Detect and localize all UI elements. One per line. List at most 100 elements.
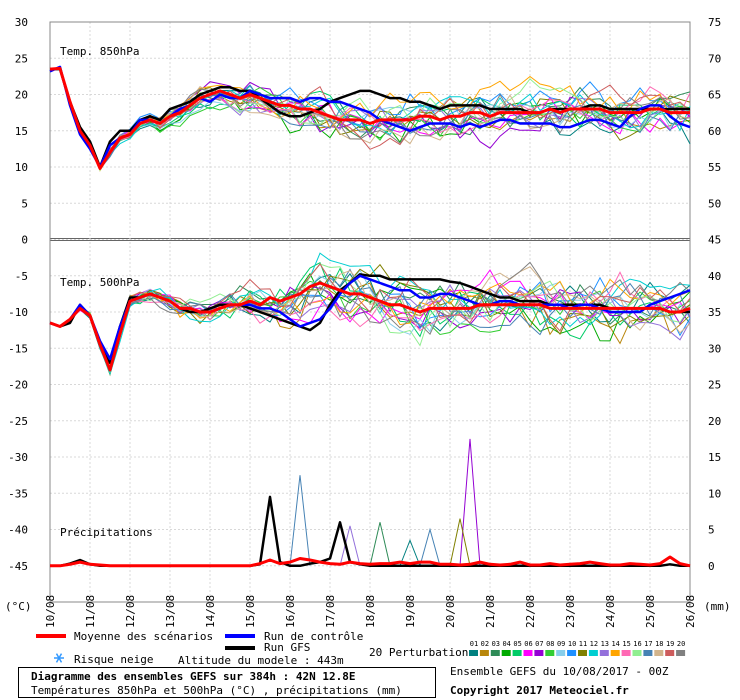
perturbation-number: 01	[470, 640, 478, 648]
x-tick-label: 26/08	[684, 595, 697, 628]
x-tick-label: 13/08	[164, 595, 177, 628]
y-tick-label-right: 20	[708, 415, 721, 428]
y-tick-label-right: 40	[708, 270, 721, 283]
perturbation-number: 11	[579, 640, 587, 648]
perturbation-swatch	[621, 650, 631, 656]
y-tick-label-left: -15	[8, 342, 28, 355]
y-tick-label-right: 50	[708, 197, 721, 210]
perturbation-number: 20	[677, 640, 685, 648]
y-right-unit: (mm)	[704, 600, 731, 613]
perturbation-swatch	[578, 650, 587, 656]
perturbation-number: 07	[535, 640, 543, 648]
perturbation-swatch	[588, 650, 598, 656]
series-line-precip_mm	[50, 555, 691, 568]
perturbation-swatch	[556, 650, 566, 656]
y-tick-label-right: 55	[708, 161, 721, 174]
y-tick-label-right: 70	[708, 52, 721, 65]
x-tick-label: 23/08	[564, 595, 577, 628]
x-tick-label: 10/08	[44, 595, 57, 628]
perturbation-line	[49, 67, 691, 172]
perturbation-swatch	[665, 650, 675, 656]
x-tick-label: 14/08	[204, 595, 217, 628]
y-left-unit: (°C)	[5, 600, 32, 613]
x-tick-label: 21/08	[484, 595, 497, 628]
perturbation-number: 14	[611, 640, 619, 648]
x-tick-label: 17/08	[324, 595, 337, 628]
y-tick-label-left: 25	[15, 52, 28, 65]
x-tick-label: 22/08	[524, 595, 537, 628]
perturbation-line	[49, 252, 691, 376]
perturbations-label: 20 Perturbations	[369, 646, 475, 659]
legend-label-control: Run de contrôle	[264, 630, 363, 643]
precip-spike	[449, 518, 471, 566]
perturbation-swatch	[479, 650, 489, 656]
perturbation-swatch	[512, 650, 522, 656]
perturbation-number: 02	[481, 640, 489, 648]
y-tick-label-left: 30	[15, 16, 28, 29]
perturbation-swatch	[545, 650, 555, 656]
y-tick-label-right: 5	[708, 524, 715, 537]
perturbation-swatch	[490, 650, 500, 656]
perturbation-swatch	[567, 650, 577, 656]
y-tick-label-right: 75	[708, 16, 721, 29]
perturbation-line	[49, 261, 691, 372]
precip-spike	[369, 522, 391, 566]
perturbation-number: 06	[524, 640, 532, 648]
perturbation-number: 18	[655, 640, 663, 648]
perturbation-swatch	[676, 650, 686, 656]
y-tick-label-right: 10	[708, 487, 721, 500]
series-line-500hPa	[49, 281, 691, 372]
legend-label-snow: Risque neige	[74, 653, 153, 666]
perturbation-swatch	[632, 650, 642, 656]
perturbation-number: 17	[644, 640, 652, 648]
y-tick-label-left: 5	[21, 197, 28, 210]
perturbation-number: 09	[557, 640, 565, 648]
y-tick-label-right: 65	[708, 89, 721, 102]
y-tick-label-left: 20	[15, 89, 28, 102]
x-tick-label: 25/08	[644, 595, 657, 628]
perturbation-number: 19	[666, 640, 674, 648]
perturbation-swatch	[469, 650, 478, 656]
perturbation-number: 12	[590, 640, 598, 648]
perturbation-number: 04	[502, 640, 510, 648]
perturbation-swatch	[534, 650, 544, 656]
footer-title: Diagramme des ensembles GEFS sur 384h : …	[31, 670, 356, 683]
panel-label-500: Temp. 500hPa	[60, 276, 139, 289]
panel-label-850: Temp. 850hPa	[60, 45, 139, 58]
precip-spike	[459, 438, 481, 566]
perturbation-number: 03	[492, 640, 500, 648]
y-tick-label-left: -40	[8, 524, 28, 537]
snowflake-icon	[54, 653, 64, 663]
copyright: Copyright 2017 Meteociel.fr	[450, 684, 629, 697]
y-tick-label-right: 25	[708, 379, 721, 392]
precip-spike	[289, 475, 311, 566]
x-tick-label: 24/08	[604, 595, 617, 628]
perturbation-swatch	[501, 650, 511, 656]
x-tick-label: 20/08	[444, 595, 457, 628]
perturbation-swatch	[654, 650, 664, 656]
legend-label-mean: Moyenne des scénarios	[74, 630, 213, 643]
perturbation-number: 05	[513, 640, 521, 648]
y-tick-label-left: -30	[8, 451, 28, 464]
y-tick-label-left: 0	[21, 234, 28, 247]
perturbation-number: 13	[601, 640, 609, 648]
perturbation-number: 16	[633, 640, 641, 648]
y-tick-label-right: 45	[708, 234, 721, 247]
perturbation-number: 15	[622, 640, 630, 648]
y-tick-label-left: -10	[8, 306, 28, 319]
x-tick-label: 16/08	[284, 595, 297, 628]
y-tick-label-left: -5	[15, 270, 28, 283]
perturbation-number: 08	[546, 640, 554, 648]
y-tick-label-right: 15	[708, 451, 721, 464]
x-tick-label: 12/08	[124, 595, 137, 628]
snowflake-arm	[55, 653, 63, 663]
chart-legend: Moyenne des scénarios Run de contrôleRun …	[36, 630, 685, 667]
altitude-label: Altitude du modele : 443m	[178, 654, 344, 667]
y-tick-label-left: -25	[8, 415, 28, 428]
y-tick-label-left: 15	[15, 125, 28, 138]
run-info: Ensemble GEFS du 10/08/2017 - 00Z	[450, 665, 669, 678]
precip-spike	[399, 539, 421, 566]
y-tick-label-right: 60	[708, 125, 721, 138]
y-tick-label-right: 0	[708, 560, 715, 573]
